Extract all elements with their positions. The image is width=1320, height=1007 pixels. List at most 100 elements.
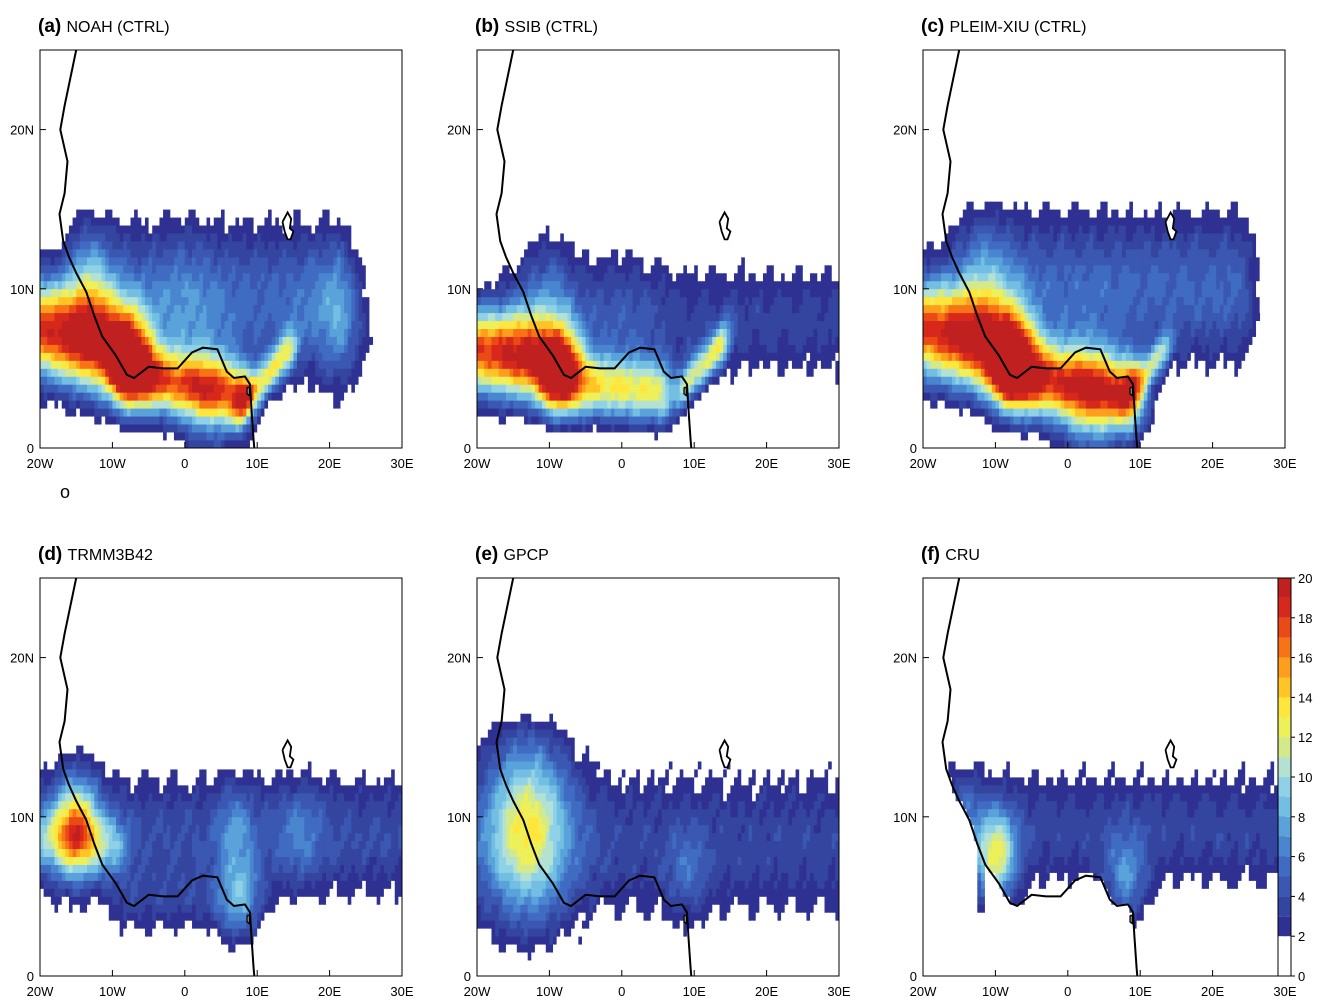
- rain-cell: [214, 400, 218, 408]
- rain-cell: [680, 297, 684, 305]
- rain-cell: [701, 337, 705, 345]
- rain-cell: [553, 209, 557, 217]
- rain-cell: [615, 368, 619, 376]
- rain-cell: [934, 297, 938, 305]
- rain-cell: [235, 257, 239, 265]
- rain-cell: [91, 209, 95, 217]
- rain-cell: [261, 241, 265, 249]
- rain-cell: [788, 345, 792, 353]
- rain-cell: [83, 265, 87, 273]
- rain-cell: [167, 201, 171, 209]
- rain-cell: [806, 273, 810, 281]
- rain-cell: [76, 337, 80, 345]
- rain-cell: [319, 249, 323, 257]
- rain-cell: [607, 424, 611, 432]
- rain-cell: [243, 313, 247, 321]
- rain-cell: [257, 368, 261, 376]
- rain-cell: [373, 281, 377, 289]
- rain-cell: [767, 360, 771, 368]
- rain-cell: [170, 265, 174, 273]
- rain-cell: [488, 329, 492, 337]
- rain-cell: [44, 376, 48, 384]
- rain-cell: [351, 384, 355, 392]
- rain-cell: [738, 337, 742, 345]
- rain-cell: [116, 376, 120, 384]
- rain-cell: [568, 352, 572, 360]
- rain-cell: [774, 281, 778, 289]
- rain-cell: [319, 225, 323, 233]
- rain-cell: [319, 257, 323, 265]
- rain-cell: [228, 297, 232, 305]
- rain-cell: [930, 305, 934, 313]
- rain-cell: [188, 313, 192, 321]
- rain-cell: [665, 345, 669, 353]
- rain-cell: [141, 392, 145, 400]
- rain-cell: [283, 352, 287, 360]
- rain-cell: [557, 241, 561, 249]
- rain-cell: [159, 432, 163, 440]
- rain-cell: [362, 337, 366, 345]
- rain-cell: [174, 273, 178, 281]
- rain-cell: [662, 305, 666, 313]
- rain-cell: [937, 345, 941, 353]
- rain-cell: [290, 360, 294, 368]
- rain-cell: [355, 368, 359, 376]
- rain-cell: [596, 376, 600, 384]
- rain-cell: [69, 352, 73, 360]
- rain-cell: [54, 368, 58, 376]
- rain-cell: [528, 408, 532, 416]
- rain-cell: [749, 360, 753, 368]
- rain-cell: [333, 313, 337, 321]
- rain-cell: [669, 249, 673, 257]
- rain-cell: [315, 241, 319, 249]
- rain-cell: [149, 376, 153, 384]
- rain-cell: [625, 297, 629, 305]
- rain-cell: [243, 416, 247, 424]
- rain-cell: [767, 368, 771, 376]
- rain-cell: [268, 273, 272, 281]
- rain-cell: [199, 360, 203, 368]
- rain-cell: [484, 329, 488, 337]
- rain-cell: [322, 400, 326, 408]
- rain-cell: [770, 281, 774, 289]
- rain-cell: [539, 273, 543, 281]
- rain-cell: [803, 273, 807, 281]
- rain-cell: [290, 281, 294, 289]
- rain-cell: [156, 201, 160, 209]
- rain-cell: [549, 241, 553, 249]
- rain-cell: [531, 329, 535, 337]
- rain-cell: [188, 217, 192, 225]
- rain-cell: [250, 321, 254, 329]
- rain-cell: [167, 313, 171, 321]
- rain-cell: [116, 249, 120, 257]
- rain-cell: [672, 289, 676, 297]
- rain-cell: [651, 440, 655, 448]
- rain-cell: [333, 233, 337, 241]
- rain-cell: [531, 257, 535, 265]
- rain-cell: [640, 360, 644, 368]
- rain-cell: [636, 376, 640, 384]
- rain-cell: [604, 368, 608, 376]
- rain-cell: [156, 321, 160, 329]
- rain-cell: [752, 289, 756, 297]
- rain-cell: [618, 408, 622, 416]
- rain-cell: [264, 337, 268, 345]
- rain-cell: [134, 233, 138, 241]
- rain-cell: [185, 329, 189, 337]
- rain-cell: [163, 209, 167, 217]
- rain-cell: [94, 209, 98, 217]
- rain-cell: [94, 273, 98, 281]
- rain-cell: [235, 392, 239, 400]
- rain-cell: [767, 281, 771, 289]
- rain-cell: [571, 416, 575, 424]
- rain-cell: [243, 345, 247, 353]
- rain-cell: [40, 281, 44, 289]
- rain-cell: [131, 201, 135, 209]
- rain-cell: [116, 416, 120, 424]
- rain-cell: [491, 281, 495, 289]
- rain-cell: [228, 265, 232, 273]
- rain-cell: [65, 281, 69, 289]
- rain-cell: [47, 241, 51, 249]
- rain-cell: [553, 281, 557, 289]
- rain-cell: [98, 209, 102, 217]
